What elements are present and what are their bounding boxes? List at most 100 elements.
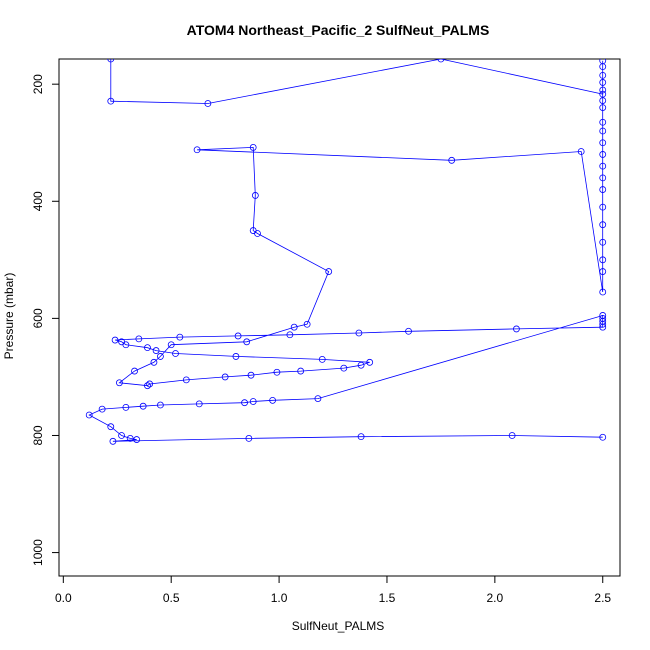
x-tick-label: 2.5 (594, 591, 611, 605)
data-point (118, 338, 125, 346)
data-point (107, 423, 115, 431)
data-point (599, 186, 607, 193)
data-point (116, 379, 123, 387)
data-point (599, 288, 607, 296)
data-point (249, 144, 257, 151)
data-point (144, 382, 151, 390)
data-point (448, 156, 456, 164)
data-point (577, 148, 585, 155)
data-point (599, 221, 607, 229)
data-point (98, 405, 106, 413)
data-point (599, 433, 607, 441)
x-axis-label: SulfNeut_PALMS (292, 619, 385, 633)
data-point (357, 433, 365, 441)
x-tick-label: 1.0 (271, 591, 288, 605)
data-point (599, 268, 607, 275)
data-point (167, 341, 175, 349)
data-point (172, 350, 179, 357)
data-point (146, 380, 154, 388)
data-point (126, 435, 134, 442)
data-point (133, 436, 141, 443)
data-point (599, 90, 607, 98)
data-point (599, 139, 607, 147)
data-point (195, 400, 203, 408)
data-point (135, 335, 143, 343)
data-point (437, 59, 445, 63)
data-point (599, 238, 607, 246)
data-point (157, 353, 164, 360)
data-point (599, 71, 607, 79)
x-tick-label: 1.5 (379, 591, 396, 605)
chart-title: ATOM4 Northeast_Pacific_2 SulfNeut_PALMS (187, 22, 490, 38)
data-point (599, 79, 607, 86)
data-point (286, 331, 294, 339)
data-point (247, 371, 255, 379)
data-point (269, 396, 277, 404)
data-point (599, 151, 607, 158)
data-point (107, 97, 115, 105)
data-point (150, 358, 158, 366)
data-point (204, 100, 212, 107)
data-point (176, 333, 184, 341)
data-point (599, 127, 607, 135)
data-point (355, 329, 363, 337)
x-tick-label: 0.0 (55, 591, 72, 605)
y-axis-label: Pressure (mbar) (2, 273, 16, 360)
data-point (107, 59, 115, 63)
data-point (599, 312, 607, 319)
data-point (599, 97, 607, 104)
data-point (234, 332, 242, 340)
data-point (109, 437, 117, 445)
data-point (508, 432, 516, 439)
data-point (303, 320, 311, 328)
data-point (357, 361, 365, 369)
data-point (243, 338, 251, 346)
data-point (139, 402, 147, 410)
data-point (254, 230, 261, 237)
data-point (152, 347, 160, 354)
data-point (232, 353, 240, 360)
data-point (122, 403, 130, 411)
data-point (118, 432, 125, 439)
data-point (325, 268, 333, 275)
data-point (599, 104, 607, 111)
data-point (241, 399, 248, 407)
data-point (340, 364, 348, 372)
series-group (85, 59, 607, 445)
data-point (513, 325, 520, 333)
data-point (245, 435, 253, 442)
data-point (599, 203, 607, 211)
data-point (144, 344, 151, 352)
data-point (318, 355, 326, 363)
data-point (273, 368, 281, 376)
series-line (88, 59, 604, 442)
data-point (157, 401, 164, 409)
y-axis: 200 400 600 800 1000 (31, 74, 60, 566)
y-tick-label: 200 (31, 74, 45, 94)
data-point (599, 256, 607, 264)
series-layer (85, 59, 607, 445)
data-point (249, 398, 257, 405)
y-tick-label: 1000 (31, 539, 45, 566)
data-point (599, 86, 607, 94)
data-point (599, 162, 607, 170)
data-point (599, 118, 607, 126)
y-tick-label: 800 (31, 425, 45, 445)
data-point (599, 63, 607, 71)
data-point (290, 323, 298, 331)
data-point (599, 174, 607, 182)
data-point (599, 314, 607, 322)
x-axis: 0.0 0.5 1.0 1.5 2.0 2.5 (55, 575, 611, 605)
data-point (182, 376, 190, 384)
data-point (85, 411, 93, 419)
plot-frame (58, 58, 621, 577)
y-tick-label: 400 (31, 191, 45, 211)
data-point (111, 336, 119, 344)
data-point (405, 327, 412, 335)
data-point (251, 192, 259, 199)
x-tick-label: 2.0 (487, 591, 504, 605)
data-point (221, 373, 229, 381)
data-point (131, 367, 138, 375)
data-point (193, 146, 201, 154)
